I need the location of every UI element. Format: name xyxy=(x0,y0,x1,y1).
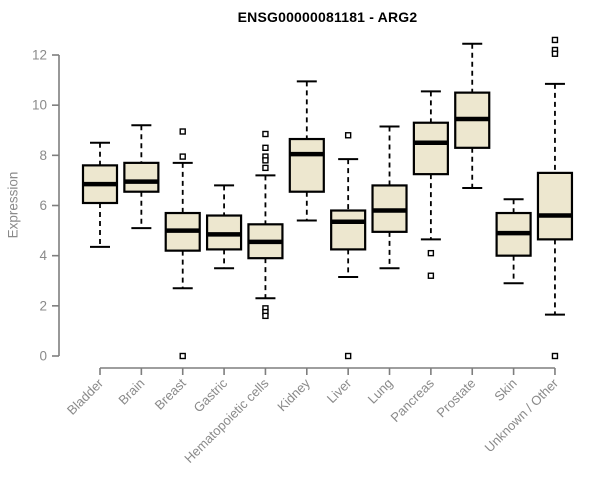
boxplot-hematopoietic-cells xyxy=(247,130,284,320)
boxplot-bladder xyxy=(81,141,119,248)
y-tick-label: 0 xyxy=(39,349,47,364)
x-tick-label: Pancreas xyxy=(388,375,438,425)
y-tick-label: 6 xyxy=(39,198,47,213)
boxplot-liver xyxy=(330,132,367,360)
boxplot-skin xyxy=(495,198,532,285)
chart-title: ENSG00000081181 - ARG2 xyxy=(237,9,418,25)
outlier-point xyxy=(551,50,559,57)
outlier-point xyxy=(551,36,559,44)
x-tick-label: Skin xyxy=(491,376,519,404)
outlier-point xyxy=(179,352,186,360)
outlier-point xyxy=(262,164,269,172)
boxplot-kidney xyxy=(288,80,325,222)
outlier-point xyxy=(344,132,352,139)
y-tick-label: 10 xyxy=(32,98,47,113)
boxplot-breast xyxy=(164,128,201,360)
boxplot-unknown-other xyxy=(536,36,574,360)
outlier-point xyxy=(262,130,269,138)
boxplot-lung xyxy=(371,125,408,270)
iqr-box xyxy=(412,121,449,176)
x-tick-label: Prostate xyxy=(434,376,479,421)
x-tick-label: Kidney xyxy=(274,375,313,414)
x-tick-label: Unknown / Other xyxy=(481,375,561,455)
y-tick-label: 12 xyxy=(32,48,47,63)
y-tick-label: 8 xyxy=(39,148,47,163)
x-tick-label: Liver xyxy=(324,375,355,406)
iqr-box xyxy=(288,137,325,193)
iqr-box xyxy=(123,161,160,193)
outlier-point xyxy=(262,144,269,152)
boxplot-prostate xyxy=(454,42,491,189)
x-tick-label: Breast xyxy=(152,375,189,412)
outlier-point xyxy=(427,249,435,257)
x-tick-label: Gastric xyxy=(190,375,230,415)
outlier-point xyxy=(427,272,435,279)
outlier-point xyxy=(262,312,269,320)
outlier-point xyxy=(551,352,559,360)
outlier-point xyxy=(344,352,352,360)
y-tick-label: 4 xyxy=(39,248,47,263)
outlier-point xyxy=(262,157,269,164)
x-tick-label: Bladder xyxy=(64,375,107,418)
iqr-box xyxy=(330,209,367,251)
boxplot-pancreas xyxy=(412,90,449,279)
iqr-box xyxy=(536,171,574,241)
y-tick-label: 2 xyxy=(39,298,47,313)
outlier-point xyxy=(179,153,186,160)
x-tick-label: Brain xyxy=(115,376,147,408)
outlier-point xyxy=(179,128,186,135)
boxplot-brain xyxy=(123,124,160,230)
boxplot-gastric xyxy=(205,184,243,270)
x-tick-label: Lung xyxy=(365,376,396,407)
